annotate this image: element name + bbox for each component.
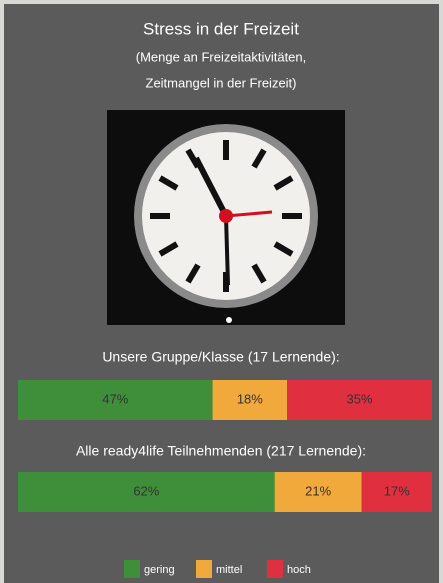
legend-swatch	[267, 560, 283, 578]
category-label: Unsere Gruppe/Klasse (17 Lernende):	[102, 349, 339, 365]
subtitle: Zeitmangel in der Freizeit)	[146, 75, 297, 90]
legend-label: mittel	[216, 564, 242, 576]
value-label: 21%	[305, 483, 331, 498]
legend-swatch	[196, 560, 212, 578]
legend-label: hoch	[287, 564, 311, 576]
value-label: 62%	[133, 483, 159, 498]
value-label: 18%	[237, 391, 263, 406]
value-label: 35%	[347, 391, 373, 406]
value-label: 17%	[384, 483, 410, 498]
subtitle: (Menge an Freizeitaktivitäten,	[136, 49, 307, 64]
chart-title: Stress in der Freizeit	[143, 19, 299, 38]
legend-swatch	[124, 560, 140, 578]
category-label: Alle ready4life Teilnehmenden (217 Lerne…	[76, 443, 366, 459]
page: Stress in der Freizeit (Menge an Freizei…	[0, 0, 443, 583]
legend-label: gering	[144, 564, 175, 576]
value-label: 47%	[102, 391, 128, 406]
clock-photo	[107, 110, 345, 325]
